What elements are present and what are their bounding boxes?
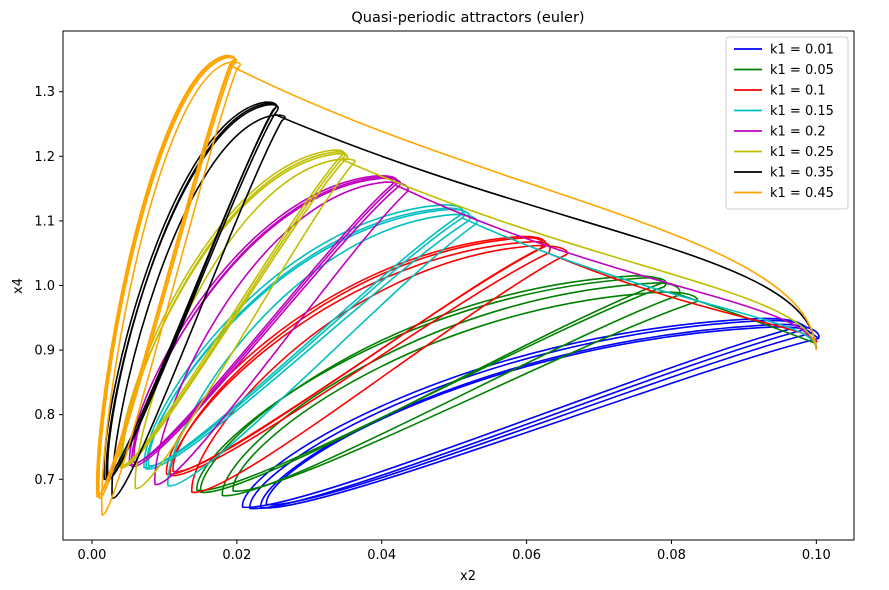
x-tick-label: 0.08 — [657, 548, 686, 563]
series-return-arc — [274, 113, 818, 349]
series-k1-1 — [196, 275, 699, 497]
series-line — [169, 240, 551, 477]
y-tick-label: 1.3 — [34, 85, 55, 100]
series-line — [199, 275, 663, 494]
legend-entry: k1 = 0.2 — [770, 125, 826, 140]
legend-entry: k1 = 0.25 — [770, 145, 834, 160]
legend: k1 = 0.01 k1 = 0.05 k1 = 0.1 k1 = 0.15 k1 = … — [725, 36, 849, 210]
series-line — [111, 114, 286, 499]
x-tick-label: 0.06 — [512, 548, 541, 563]
y-tick-label: 0.8 — [34, 408, 55, 423]
series-k1-3 — [143, 204, 478, 487]
legend-box — [725, 36, 849, 210]
y-tick-label: 1.2 — [34, 150, 55, 165]
x-axis: 0.00 0.02 0.04 0.06 0.08 0.10 — [77, 540, 831, 563]
legend-entry: k1 = 0.05 — [770, 63, 834, 78]
series-line — [172, 236, 544, 473]
series-line — [100, 61, 242, 516]
y-tick-label: 1.1 — [34, 214, 55, 229]
y-tick-label: 1.0 — [34, 279, 55, 294]
series-return-arc — [341, 158, 818, 349]
y-tick-label: 0.7 — [34, 473, 55, 488]
series-line — [167, 213, 478, 487]
series-line — [191, 244, 568, 494]
legend-entry: k1 = 0.1 — [770, 84, 826, 99]
series-return-arc — [461, 216, 818, 348]
series-line — [147, 207, 466, 467]
series-line — [98, 56, 238, 499]
series-line — [106, 102, 278, 479]
legend-entry: k1 = 0.35 — [770, 166, 834, 181]
chart-title: Quasi-periodic attractors (euler) — [351, 10, 584, 26]
series-return-arc — [395, 184, 818, 349]
legend-entry: k1 = 0.15 — [770, 104, 834, 119]
y-tick-label: 0.9 — [34, 344, 55, 359]
x-axis-label: x2 — [460, 569, 476, 584]
series-line — [221, 282, 681, 497]
y-axis: 0.7 0.8 0.9 1.0 1.1 1.2 1.3 — [34, 85, 63, 488]
series-return-arc — [230, 65, 818, 351]
x-tick-label: 0.00 — [77, 548, 106, 563]
legend-entry: k1 = 0.01 — [770, 43, 834, 58]
y-axis-label: x4 — [11, 278, 26, 294]
x-tick-label: 0.10 — [802, 548, 831, 563]
plot-lines — [95, 54, 820, 516]
series-line — [121, 151, 347, 466]
x-tick-label: 0.04 — [367, 548, 396, 563]
series-k1-6 — [103, 101, 286, 499]
series-line — [143, 204, 464, 469]
series-line — [232, 291, 699, 492]
legend-entry: k1 = 0.45 — [770, 186, 834, 201]
x-tick-label: 0.02 — [222, 548, 251, 563]
series-k1-7 — [95, 54, 242, 516]
series-line — [97, 56, 236, 496]
